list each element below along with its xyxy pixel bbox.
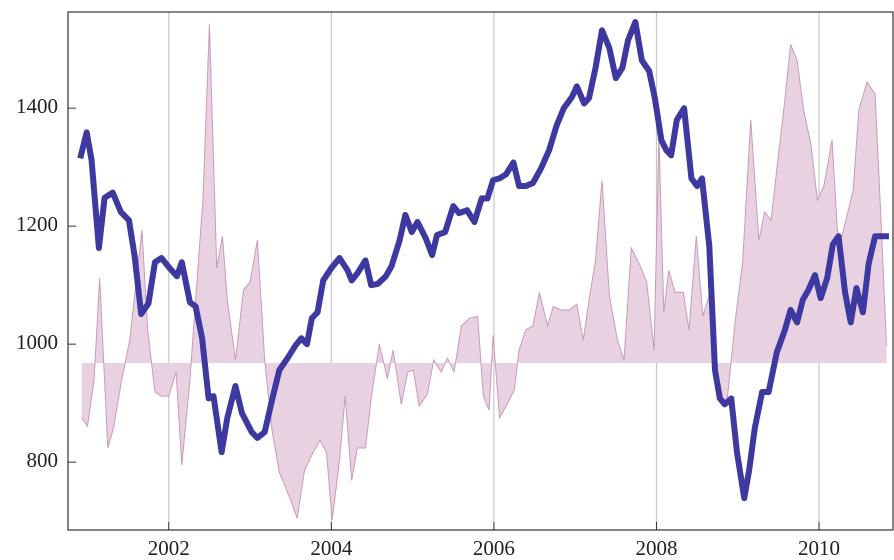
area-edge	[81, 24, 887, 521]
x-tick-label: 2010	[798, 536, 840, 560]
y-tick-label: 1200	[16, 212, 58, 236]
y-tick-label: 1000	[16, 330, 58, 354]
x-tick-label: 2004	[310, 536, 353, 560]
x-tick-label: 2006	[473, 536, 515, 560]
x-tick-label: 2008	[635, 536, 677, 560]
area-fill	[81, 24, 887, 520]
plot-frame	[67, 11, 894, 531]
y-tick-label: 800	[27, 448, 59, 472]
x-tick-label: 2002	[148, 536, 190, 560]
y-tick-label: 1400	[16, 94, 58, 118]
line	[77, 19, 889, 502]
